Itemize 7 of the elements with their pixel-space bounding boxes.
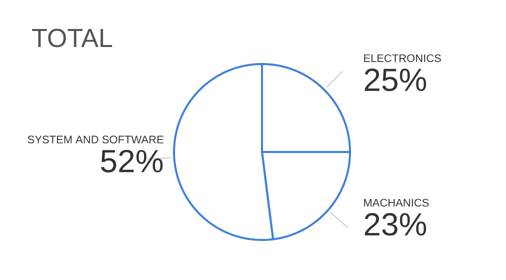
data-label: 52% (101, 150, 163, 172)
slice-label: SYSTEM AND SOFTWARE (28, 136, 164, 144)
slice-label: ELECTRONICS (364, 54, 441, 62)
slice-label: MACHANICS (364, 198, 429, 207)
data-label: 23% (364, 213, 426, 236)
chart-title: TOTAL (32, 28, 112, 48)
data-label: 25% (364, 68, 426, 92)
